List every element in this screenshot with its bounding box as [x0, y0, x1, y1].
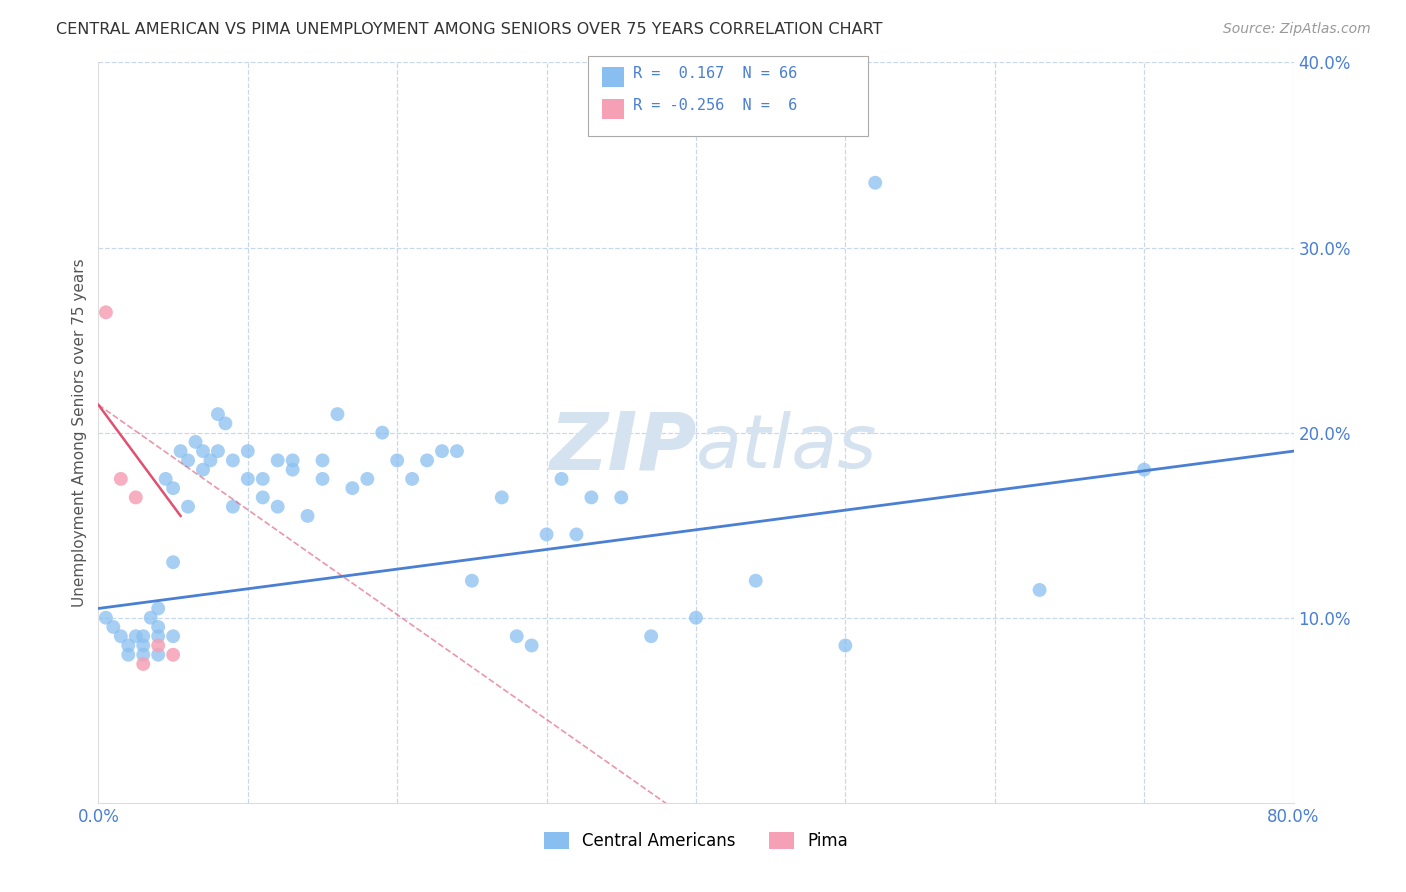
Point	[610, 491, 633, 505]
Point	[506, 629, 529, 643]
Text: atlas: atlas	[696, 411, 877, 483]
Point	[371, 425, 394, 440]
Point	[200, 453, 222, 467]
Text: Source: ZipAtlas.com: Source: ZipAtlas.com	[1223, 22, 1371, 37]
Point	[252, 491, 274, 505]
Point	[252, 472, 274, 486]
Point	[177, 453, 200, 467]
Point	[125, 629, 148, 643]
Point	[132, 629, 155, 643]
Point	[550, 472, 572, 486]
Point	[281, 453, 304, 467]
Point	[148, 629, 170, 643]
Point	[207, 407, 229, 421]
Y-axis label: Unemployment Among Seniors over 75 years: Unemployment Among Seniors over 75 years	[72, 259, 87, 607]
Point	[207, 444, 229, 458]
Point	[446, 444, 468, 458]
Point	[94, 305, 117, 319]
Point	[155, 472, 177, 486]
Point	[520, 639, 543, 653]
Point	[491, 491, 513, 505]
Point	[148, 648, 170, 662]
Point	[125, 491, 148, 505]
Point	[326, 407, 349, 421]
Point	[267, 500, 290, 514]
Point	[745, 574, 768, 588]
Point	[297, 508, 319, 523]
Point	[356, 472, 378, 486]
Point	[536, 527, 558, 541]
Point	[94, 610, 117, 624]
Point	[342, 481, 364, 495]
Point	[416, 453, 439, 467]
Legend: Central Americans, Pima: Central Americans, Pima	[544, 832, 848, 850]
Point	[834, 639, 856, 653]
Point	[222, 453, 245, 467]
Point	[865, 176, 887, 190]
Point	[1028, 582, 1050, 597]
Point	[148, 620, 170, 634]
Point	[385, 453, 409, 467]
Point	[222, 500, 245, 514]
Text: ZIP: ZIP	[548, 409, 696, 486]
Point	[117, 639, 139, 653]
Point	[117, 648, 139, 662]
Text: R = -0.256  N =  6: R = -0.256 N = 6	[633, 98, 797, 112]
Point	[311, 453, 333, 467]
Point	[267, 453, 290, 467]
Point	[139, 610, 162, 624]
Point	[132, 648, 155, 662]
Point	[162, 629, 184, 643]
Point	[236, 444, 259, 458]
Point	[169, 444, 191, 458]
Point	[162, 648, 184, 662]
Point	[191, 444, 214, 458]
Point	[162, 481, 184, 495]
Point	[581, 491, 603, 505]
Point	[640, 629, 662, 643]
Point	[565, 527, 588, 541]
Point	[281, 462, 304, 476]
Text: CENTRAL AMERICAN VS PIMA UNEMPLOYMENT AMONG SENIORS OVER 75 YEARS CORRELATION CH: CENTRAL AMERICAN VS PIMA UNEMPLOYMENT AM…	[56, 22, 883, 37]
Point	[177, 500, 200, 514]
Point	[214, 417, 236, 431]
Point	[132, 657, 155, 671]
Point	[430, 444, 453, 458]
Text: R =  0.167  N = 66: R = 0.167 N = 66	[633, 66, 797, 80]
Point	[1133, 462, 1156, 476]
Point	[311, 472, 333, 486]
Point	[162, 555, 184, 569]
Point	[685, 610, 707, 624]
Point	[184, 434, 207, 449]
Point	[236, 472, 259, 486]
Point	[110, 629, 132, 643]
Point	[461, 574, 484, 588]
Point	[132, 639, 155, 653]
Point	[103, 620, 125, 634]
Point	[148, 601, 170, 615]
Point	[148, 639, 170, 653]
Point	[191, 462, 214, 476]
Point	[401, 472, 423, 486]
Point	[110, 472, 132, 486]
